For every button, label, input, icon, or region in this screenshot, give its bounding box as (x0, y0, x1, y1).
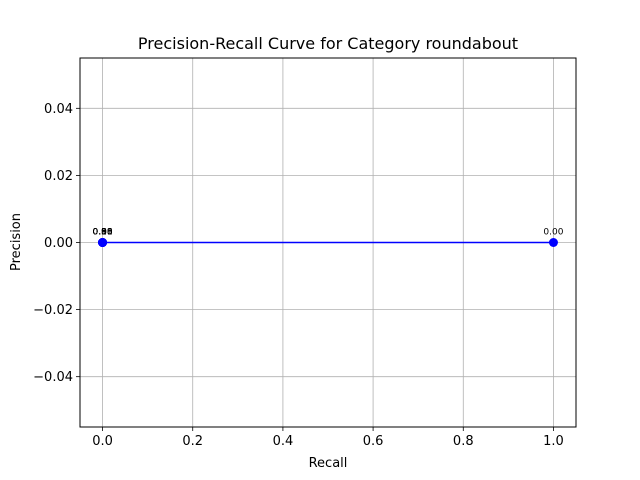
y-tick-label: 0.04 (44, 102, 73, 117)
data-point (548, 238, 558, 247)
data-point-label: 0.51 (93, 228, 113, 238)
data-point-label: 0.00 (543, 228, 563, 238)
x-axis-ticks: 0.0 0.2 0.4 0.6 0.8 1.0 (92, 427, 564, 449)
data-point-label: 0.00 (93, 228, 113, 238)
y-tick-label: −0.04 (33, 370, 73, 385)
data-labels-layer: 0.960.800.510.180.00 0.00 (93, 228, 564, 238)
x-tick-label: 0.6 (363, 434, 384, 449)
data-point-label: 0.80 (93, 228, 113, 238)
x-tick-label: 1.0 (543, 434, 564, 449)
series-layer (98, 238, 558, 247)
x-tick-label: 0.4 (273, 434, 294, 449)
y-axis-label: Precision (9, 213, 24, 271)
y-tick-label: −0.02 (33, 303, 73, 318)
x-tick-label: 0.0 (92, 434, 113, 449)
data-point-label: 0.96 (93, 228, 113, 238)
data-point (98, 238, 108, 247)
y-tick-label: 0.00 (44, 236, 73, 251)
chart-title: Precision-Recall Curve for Category roun… (138, 34, 518, 53)
x-axis-label: Recall (309, 456, 348, 471)
x-tick-label: 0.8 (453, 434, 474, 449)
data-point-label: 0.18 (93, 228, 113, 238)
x-tick-label: 0.2 (182, 434, 203, 449)
y-axis-ticks: −0.04 −0.02 0.00 0.02 0.04 (33, 102, 80, 385)
y-tick-label: 0.02 (44, 169, 73, 184)
